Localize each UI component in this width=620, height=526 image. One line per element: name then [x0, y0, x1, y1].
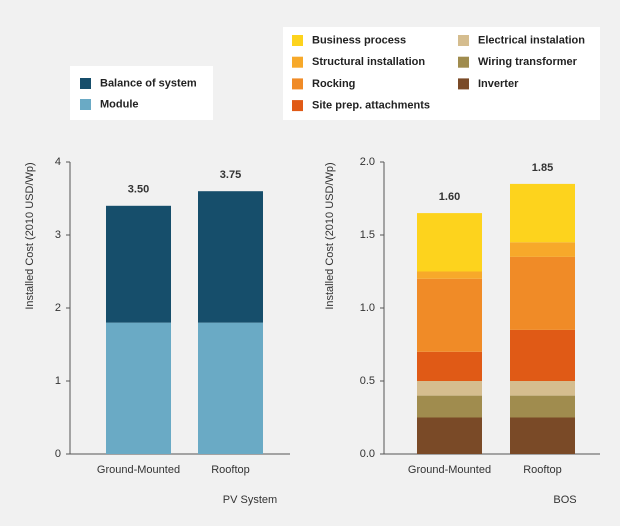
legend-label: Inverter	[478, 78, 519, 90]
legend-label: Wiring transformer	[478, 56, 578, 68]
legend-swatch	[292, 56, 303, 68]
legend-swatch	[458, 56, 469, 68]
bar-segment	[417, 271, 482, 279]
y-tick-label: 1.5	[360, 229, 375, 241]
legend-label: Site prep. attachments	[312, 100, 430, 112]
total-label: 1.85	[532, 162, 553, 174]
legend-swatch	[80, 78, 91, 89]
legend-label: Module	[100, 98, 139, 110]
legend-swatch	[458, 78, 469, 90]
bar-segment	[510, 256, 575, 330]
bar-segment	[417, 278, 482, 352]
legend-label: Structural installation	[312, 56, 425, 68]
bar-segment	[417, 381, 482, 396]
bar-segment	[106, 322, 171, 454]
bar-segment	[198, 322, 263, 454]
bar-segment	[510, 417, 575, 454]
y-tick-label: 2	[55, 302, 61, 314]
bar-segment	[510, 329, 575, 381]
legend-swatch	[292, 35, 303, 46]
total-label: 3.50	[128, 184, 149, 196]
legend-label: Rocking	[312, 78, 355, 90]
bar-segment	[198, 191, 263, 323]
legend-swatch	[80, 99, 91, 110]
x-axis-label: BOS	[553, 494, 576, 506]
bar-segment	[510, 242, 575, 257]
bar-segment	[510, 183, 575, 243]
x-tick-label: Rooftop	[523, 464, 562, 476]
bar-segment	[417, 213, 482, 272]
y-tick-label: 1.0	[360, 302, 375, 314]
legend-swatch	[292, 100, 303, 112]
bar-segment	[106, 205, 171, 323]
y-tick-label: 0.0	[360, 448, 375, 460]
y-tick-label: 2.0	[360, 156, 375, 168]
y-tick-label: 0	[55, 448, 61, 460]
bar-segment	[510, 381, 575, 396]
bar-segment	[417, 351, 482, 381]
legend-swatch	[292, 78, 303, 90]
bar-segment	[510, 395, 575, 418]
legend-box	[283, 27, 600, 120]
bar-segment	[417, 417, 482, 454]
total-label: 3.75	[220, 169, 241, 181]
legend-label: Balance of system	[100, 77, 197, 89]
y-tick-label: 1	[55, 375, 61, 387]
legend-label: Business process	[312, 34, 406, 46]
total-label: 1.60	[439, 191, 460, 203]
legend-label: Electrical instalation	[478, 34, 585, 46]
x-tick-label: Rooftop	[211, 464, 250, 476]
bar-segment	[417, 395, 482, 418]
x-tick-label: Ground-Mounted	[97, 464, 180, 476]
y-tick-label: 0.5	[360, 375, 375, 387]
y-tick-label: 3	[55, 229, 61, 241]
y-axis-label: Installed Cost (2010 USD/Wp)	[24, 162, 36, 309]
x-axis-label: PV System	[223, 494, 277, 506]
y-tick-label: 4	[55, 156, 61, 168]
x-tick-label: Ground-Mounted	[408, 464, 491, 476]
legend-box	[70, 66, 213, 120]
legend-swatch	[458, 35, 469, 46]
y-axis-label: Installed Cost (2010 USD/Wp)	[324, 162, 336, 309]
